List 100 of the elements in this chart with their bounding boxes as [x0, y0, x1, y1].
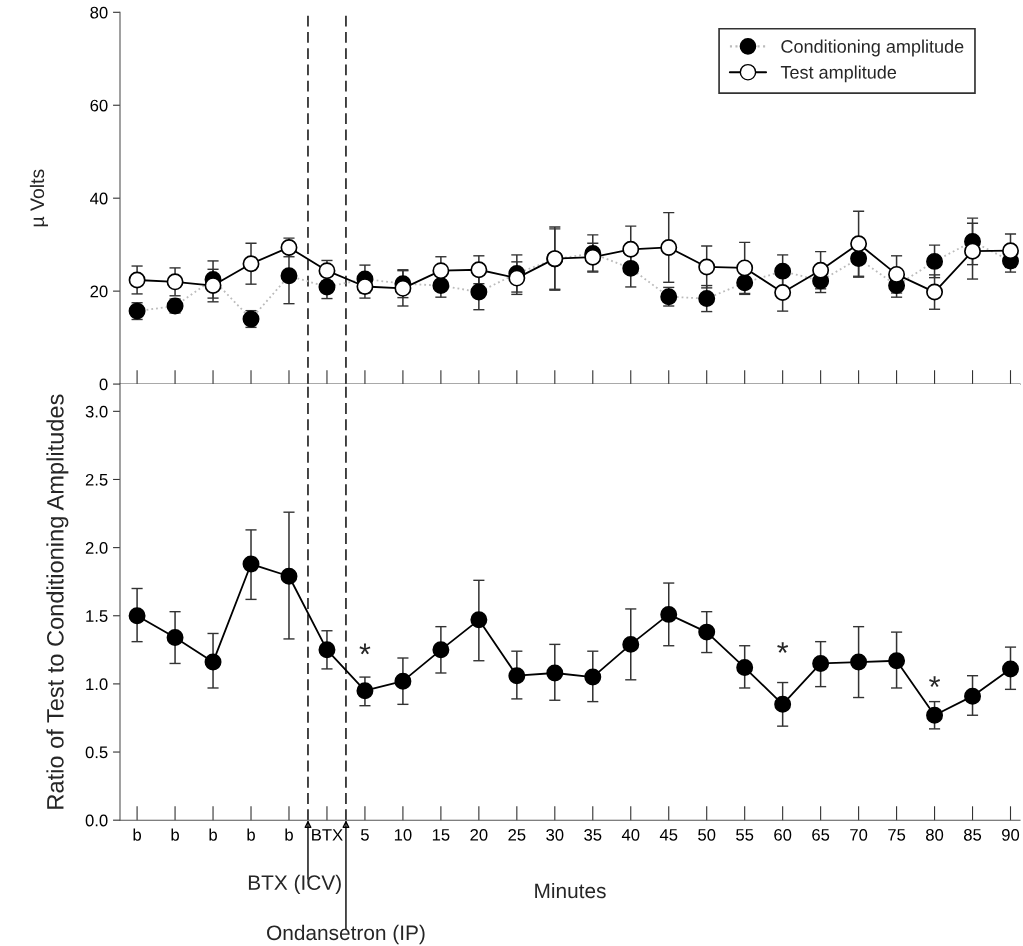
x-tick-label: 30	[546, 828, 564, 841]
point	[888, 652, 906, 670]
point	[850, 653, 868, 671]
point	[812, 261, 830, 279]
x-tick-label: 10	[394, 828, 412, 841]
point	[926, 252, 944, 270]
point	[318, 641, 336, 659]
point	[622, 635, 640, 653]
x-tick-label: 15	[432, 829, 450, 841]
point	[508, 269, 526, 287]
x-tick-label: b	[285, 828, 293, 841]
x-tick-label: BTX	[312, 829, 343, 841]
point	[128, 271, 146, 289]
point	[1002, 242, 1019, 260]
annotation: *	[929, 676, 941, 687]
text: Ondansetron (IP)	[267, 924, 425, 945]
point	[356, 278, 374, 295]
point	[622, 259, 640, 277]
x-tick-label: 70	[850, 828, 868, 841]
point	[356, 682, 374, 700]
point	[470, 261, 488, 279]
x-tick-label: 35	[584, 828, 602, 841]
point	[850, 235, 868, 253]
point	[128, 607, 146, 625]
point	[926, 706, 944, 724]
x-tick-label: b	[171, 828, 179, 841]
point	[774, 695, 792, 713]
y-axis-title: Ratio of Test to Conditioning Amplitudes	[46, 394, 69, 809]
point	[204, 653, 222, 671]
y-tick-label: 1.0	[86, 678, 108, 691]
x-tick-label: b	[247, 828, 255, 841]
point	[204, 277, 222, 295]
x-tick-label: 45	[659, 829, 678, 841]
y-tick-label: 60	[90, 99, 108, 112]
point	[546, 664, 564, 682]
point	[470, 611, 488, 629]
point	[926, 283, 944, 301]
point	[736, 274, 754, 292]
point	[1002, 660, 1019, 678]
point	[698, 623, 716, 641]
point	[850, 250, 868, 268]
point	[242, 555, 260, 573]
point	[280, 267, 298, 285]
x-tick-label: 65	[812, 828, 830, 841]
point	[698, 258, 716, 276]
y-tick-label: 1.5	[86, 610, 108, 622]
x-tick-label: 85	[963, 828, 982, 841]
point	[774, 262, 792, 280]
x-tick-label: 75	[888, 829, 906, 841]
y-axis-title: µ Volts	[29, 169, 48, 227]
point	[432, 277, 450, 295]
point	[166, 629, 184, 647]
x-tick-label: b	[133, 828, 142, 841]
point	[888, 265, 906, 283]
y-tick-label: 2.0	[85, 542, 108, 554]
point	[584, 668, 602, 686]
point	[964, 687, 982, 705]
point	[584, 248, 602, 266]
point	[622, 240, 640, 258]
point	[660, 605, 678, 623]
point	[432, 641, 450, 659]
text: BTX (ICV)	[248, 874, 341, 895]
y-tick-label: 3.0	[85, 405, 108, 418]
y-tick-label: 0.5	[85, 746, 108, 759]
point	[508, 667, 526, 685]
point	[394, 279, 412, 297]
annotation: *	[777, 642, 789, 653]
x-tick-label: 55	[736, 829, 754, 841]
point	[660, 238, 678, 256]
point	[812, 654, 830, 672]
x-tick-label: 5	[360, 829, 369, 841]
x-tick-label: 25	[508, 828, 526, 841]
point	[166, 273, 184, 291]
point	[432, 262, 450, 280]
y-tick-label: 0.0	[85, 814, 108, 827]
legend-label: Conditioning amplitude	[781, 39, 964, 57]
y-tick-label: 2.5	[85, 473, 108, 486]
point	[736, 259, 754, 277]
y-tick-label: 80	[90, 6, 108, 19]
x-tick-label: 40	[621, 828, 640, 841]
y-tick-label: 40	[90, 192, 108, 205]
point	[280, 567, 298, 585]
y-tick-label: 0	[99, 378, 108, 391]
point	[964, 242, 982, 260]
annotation: *	[359, 643, 371, 655]
point	[774, 284, 792, 301]
x-axis-title: Minutes	[535, 882, 606, 899]
x-tick-label: 20	[470, 828, 488, 841]
x-tick-label: 50	[698, 828, 716, 841]
x-tick-label: b	[209, 828, 217, 841]
legend-label: Test amplitude	[780, 65, 897, 83]
point	[318, 278, 336, 296]
point	[470, 283, 488, 301]
x-tick-label: 80	[926, 828, 944, 841]
y-tick-label: 20	[90, 285, 108, 298]
x-tick-label: 60	[774, 828, 792, 841]
point	[242, 255, 260, 273]
point	[394, 672, 412, 690]
x-tick-label: 90	[1002, 828, 1020, 841]
point	[736, 659, 754, 677]
